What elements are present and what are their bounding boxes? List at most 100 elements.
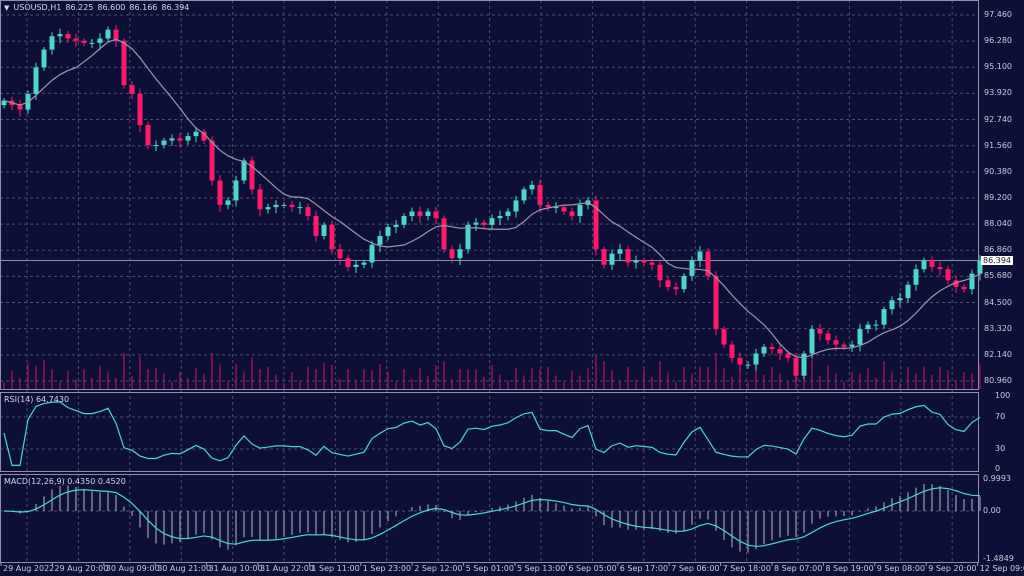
time-axis-label: 5 Sep 13:00 bbox=[517, 564, 566, 573]
candle-body bbox=[297, 207, 303, 209]
price-axis-label: 90.380 bbox=[984, 166, 1012, 176]
price-axis-label: 92.740 bbox=[984, 114, 1012, 124]
candle-body bbox=[913, 269, 919, 285]
candle-body bbox=[105, 29, 111, 39]
candle-body bbox=[665, 280, 671, 287]
candle-body bbox=[1, 100, 7, 106]
candle-body bbox=[233, 180, 239, 201]
candle-body bbox=[209, 140, 215, 181]
time-axis-label: 9 Sep 20:00 bbox=[928, 564, 977, 573]
candle-body bbox=[793, 357, 799, 376]
candle-body bbox=[777, 349, 783, 354]
time-axis-label: 7 Sep 06:00 bbox=[671, 564, 720, 573]
candle-body bbox=[953, 280, 959, 287]
candle-body bbox=[41, 49, 47, 68]
candle-body bbox=[841, 344, 847, 347]
candle-body bbox=[81, 40, 87, 43]
candle-body bbox=[449, 249, 455, 259]
candle-body bbox=[145, 125, 151, 145]
candle-body bbox=[577, 204, 583, 216]
candle-body bbox=[553, 207, 559, 209]
candle-body bbox=[569, 211, 575, 216]
candle-body bbox=[977, 260, 983, 274]
candle-body bbox=[433, 211, 439, 219]
candle-body bbox=[865, 324, 871, 330]
price-axis-label: 96.280 bbox=[984, 36, 1012, 46]
candle-body bbox=[193, 131, 199, 137]
candle-body bbox=[265, 207, 271, 210]
time-axis-label: 5 Sep 01:00 bbox=[465, 564, 514, 573]
candle-body bbox=[545, 204, 551, 208]
candle-body bbox=[937, 266, 943, 270]
candle-body bbox=[769, 346, 775, 350]
rsi-level-100: 100 bbox=[995, 391, 1011, 400]
price-axis-label: 86.860 bbox=[984, 245, 1012, 255]
candle-body bbox=[481, 222, 487, 225]
candle-body bbox=[857, 329, 863, 345]
macd-level-max: 0.9993 bbox=[983, 474, 1011, 483]
time-axis-label: 29 Aug 2022 bbox=[3, 564, 55, 573]
price-axis-label: 85.680 bbox=[984, 271, 1012, 281]
rsi-line bbox=[3, 401, 981, 466]
price-axis-label: 84.500 bbox=[984, 297, 1012, 307]
candle-body bbox=[657, 264, 663, 281]
candle-body bbox=[289, 204, 295, 208]
candle-body bbox=[65, 34, 71, 39]
price-axis-label: 82.140 bbox=[984, 349, 1012, 359]
open-value: 86.225 bbox=[65, 3, 94, 12]
price-axis-label: 91.560 bbox=[984, 140, 1012, 150]
candle-body bbox=[961, 286, 967, 290]
time-axis-label: 31 Aug 22:00 bbox=[260, 564, 314, 573]
high-value: 86.600 bbox=[97, 3, 126, 12]
candle-body bbox=[281, 204, 287, 206]
candle-body bbox=[337, 249, 343, 259]
candle-body bbox=[689, 260, 695, 276]
candle-body bbox=[377, 235, 383, 245]
candle-body bbox=[945, 269, 951, 281]
candle-body bbox=[929, 260, 935, 267]
candle-body bbox=[409, 211, 415, 216]
main-pane-frame bbox=[0, 0, 979, 390]
triangle-down-icon[interactable]: ▼ bbox=[4, 4, 10, 12]
candle-body bbox=[609, 253, 615, 265]
price-axis-label: 95.100 bbox=[984, 62, 1012, 72]
low-value: 86.166 bbox=[129, 3, 158, 12]
candle-body bbox=[385, 227, 391, 236]
candle-body bbox=[57, 34, 63, 37]
candle-body bbox=[497, 215, 503, 219]
candle-body bbox=[729, 344, 735, 358]
time-axis-label: 12 Sep 09:00 bbox=[979, 564, 1024, 573]
candle-body bbox=[353, 264, 359, 267]
candle-body bbox=[257, 189, 263, 210]
candle-body bbox=[241, 160, 247, 181]
candle-body bbox=[873, 324, 879, 326]
candle-body bbox=[113, 29, 119, 41]
price-axis-label: 80.960 bbox=[984, 375, 1012, 385]
candle-body bbox=[89, 42, 95, 44]
candle-body bbox=[217, 180, 223, 205]
candle-body bbox=[785, 353, 791, 358]
candle-body bbox=[321, 224, 327, 236]
candle-body bbox=[417, 211, 423, 216]
candle-body bbox=[673, 286, 679, 290]
candle-body bbox=[169, 138, 175, 141]
candle-body bbox=[809, 329, 815, 354]
candle-body bbox=[641, 260, 647, 263]
candle-body bbox=[617, 249, 623, 254]
candle-body bbox=[505, 211, 511, 216]
time-axis-label: 1 Sep 23:00 bbox=[362, 564, 412, 573]
candle-body bbox=[73, 38, 79, 41]
price-axis-label: 93.920 bbox=[984, 88, 1012, 98]
time-axis-label: 30 Aug 21:00 bbox=[157, 564, 212, 573]
price-axis-label: 88.040 bbox=[984, 219, 1012, 229]
candle-body bbox=[881, 309, 887, 325]
candle-body bbox=[313, 215, 319, 236]
candle-body bbox=[801, 353, 807, 376]
time-axis-label: 29 Aug 20:00 bbox=[54, 564, 109, 573]
time-axis-label: 9 Sep 08:00 bbox=[876, 564, 926, 573]
candle-body bbox=[465, 224, 471, 250]
candle-body bbox=[817, 329, 823, 334]
candle-body bbox=[905, 284, 911, 299]
candle-body bbox=[185, 136, 191, 141]
